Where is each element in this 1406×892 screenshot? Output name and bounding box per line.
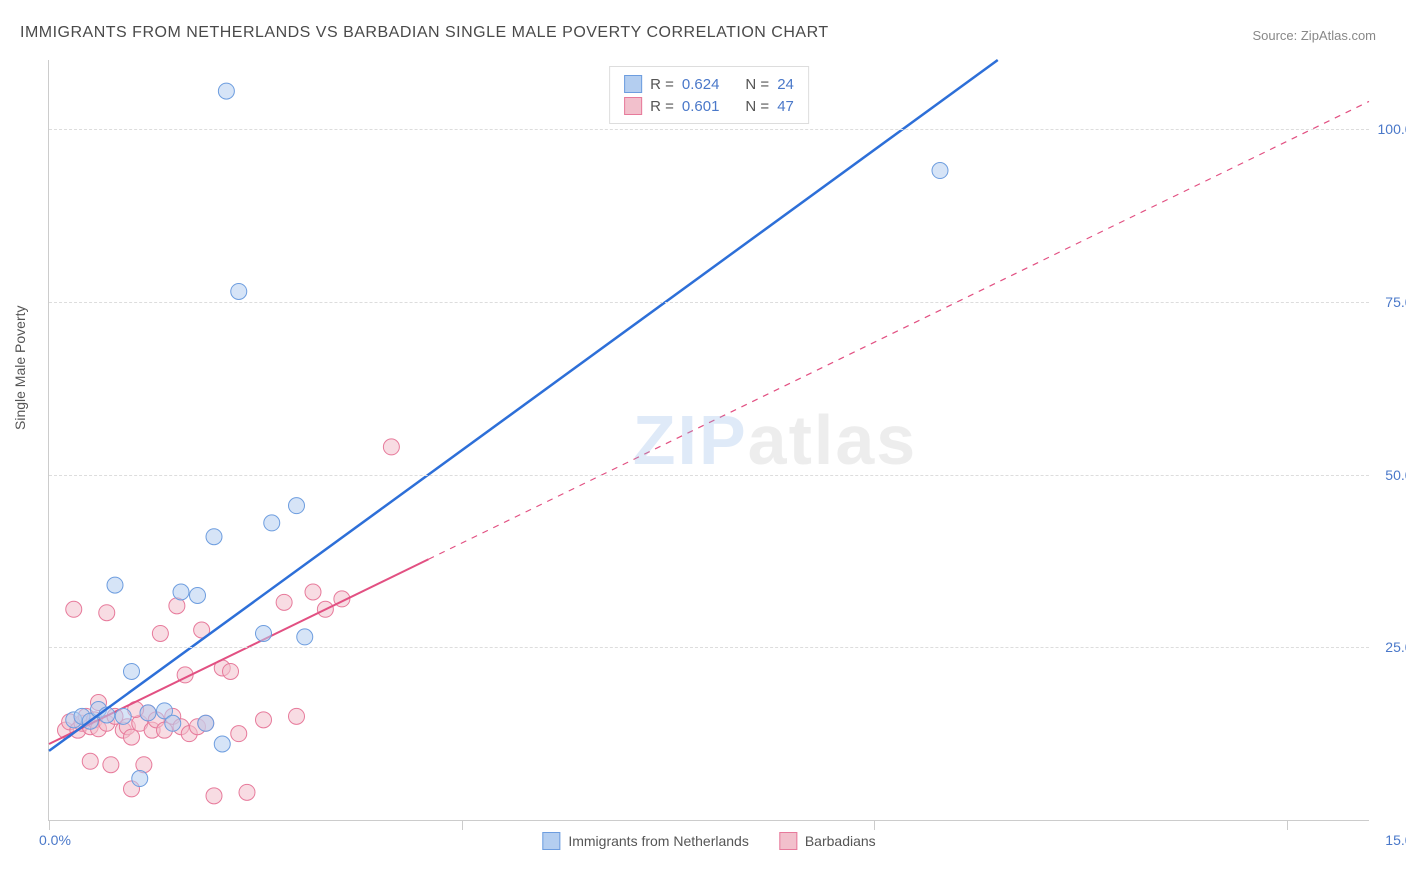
r-value-b: 0.601 <box>682 98 720 115</box>
legend-item-a: Immigrants from Netherlands <box>542 832 749 850</box>
gridline <box>49 647 1369 648</box>
swatch-b <box>624 97 642 115</box>
scatter-point-a <box>264 515 280 531</box>
scatter-point-a <box>289 498 305 514</box>
n-value-a: 24 <box>777 76 794 93</box>
x-tick-left: 0.0% <box>39 832 71 848</box>
scatter-point-b <box>223 663 239 679</box>
scatter-point-a <box>132 771 148 787</box>
scatter-point-a <box>206 529 222 545</box>
n-label: N = <box>745 76 769 93</box>
scatter-point-b <box>103 757 119 773</box>
swatch-b-icon <box>779 832 797 850</box>
x-tick <box>49 820 50 830</box>
x-tick <box>462 820 463 830</box>
legend-item-b: Barbadians <box>779 832 876 850</box>
scatter-point-a <box>165 715 181 731</box>
scatter-point-a <box>214 736 230 752</box>
scatter-point-a <box>124 663 140 679</box>
series-b-label: Barbadians <box>805 833 876 849</box>
scatter-point-b <box>124 729 140 745</box>
scatter-point-b <box>276 594 292 610</box>
gridline <box>49 129 1369 130</box>
scatter-point-a <box>198 715 214 731</box>
scatter-point-b <box>231 726 247 742</box>
n-value-b: 47 <box>777 98 794 115</box>
scatter-point-b <box>239 784 255 800</box>
scatter-point-b <box>305 584 321 600</box>
scatter-point-b <box>82 753 98 769</box>
scatter-point-b <box>99 605 115 621</box>
regression-line-b-dashed <box>429 101 1370 559</box>
y-tick-label: 50.0% <box>1385 467 1406 483</box>
r-label: R = <box>650 98 674 115</box>
scatter-point-a <box>218 83 234 99</box>
scatter-point-a <box>932 163 948 179</box>
scatter-point-b <box>289 708 305 724</box>
swatch-a <box>624 75 642 93</box>
y-tick-label: 25.0% <box>1385 639 1406 655</box>
scatter-point-a <box>231 283 247 299</box>
chart-title: IMMIGRANTS FROM NETHERLANDS VS BARBADIAN… <box>20 24 829 42</box>
scatter-point-b <box>256 712 272 728</box>
scatter-point-a <box>256 625 272 641</box>
correlation-legend: R = 0.624 N = 24 R = 0.601 N = 47 <box>609 66 809 124</box>
y-tick-label: 75.0% <box>1385 294 1406 310</box>
gridline <box>49 302 1369 303</box>
legend-row-a: R = 0.624 N = 24 <box>624 73 794 95</box>
r-value-a: 0.624 <box>682 76 720 93</box>
series-legend: Immigrants from Netherlands Barbadians <box>542 832 875 850</box>
scatter-point-b <box>383 439 399 455</box>
scatter-point-b <box>152 625 168 641</box>
scatter-point-a <box>297 629 313 645</box>
r-label: R = <box>650 76 674 93</box>
chart-svg <box>49 60 1369 820</box>
swatch-a-icon <box>542 832 560 850</box>
scatter-point-a <box>190 587 206 603</box>
plot-area: ZIPatlas R = 0.624 N = 24 R = 0.601 N = … <box>48 60 1369 821</box>
x-tick <box>1287 820 1288 830</box>
legend-row-b: R = 0.601 N = 47 <box>624 95 794 117</box>
y-axis-label: Single Male Poverty <box>12 305 28 430</box>
x-tick <box>874 820 875 830</box>
n-label: N = <box>745 98 769 115</box>
scatter-point-a <box>115 708 131 724</box>
y-tick-label: 100.0% <box>1378 121 1406 137</box>
x-tick-right: 15.0% <box>1385 832 1406 848</box>
scatter-point-b <box>66 601 82 617</box>
scatter-point-a <box>140 705 156 721</box>
gridline <box>49 475 1369 476</box>
scatter-point-a <box>173 584 189 600</box>
scatter-point-a <box>107 577 123 593</box>
source-label: Source: ZipAtlas.com <box>1252 28 1376 43</box>
scatter-point-b <box>206 788 222 804</box>
series-a-label: Immigrants from Netherlands <box>568 833 749 849</box>
